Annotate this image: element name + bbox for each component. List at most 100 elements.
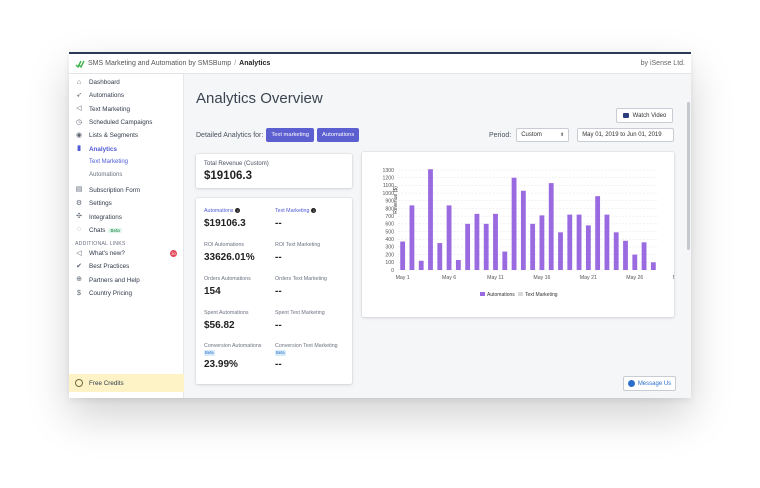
stat-roi-text-marketing: ROI Text Marketing -- bbox=[275, 242, 347, 263]
period-select[interactable]: Custom ⬍ bbox=[516, 128, 570, 142]
x-tick-label: May 16 bbox=[533, 275, 550, 281]
y-tick-label: 900 bbox=[385, 199, 394, 205]
date-range-input[interactable]: May 01, 2019 to Jun 01, 2019 bbox=[577, 128, 675, 142]
text-marketing-link[interactable]: Text Marketing i bbox=[275, 208, 347, 215]
detailed-analytics-label: Detailed Analytics for: bbox=[196, 131, 264, 139]
sidebar-item-label: Automations bbox=[89, 92, 125, 100]
legend-label-automations: Automations bbox=[487, 292, 515, 298]
bar-automations bbox=[511, 177, 517, 270]
sidebar-item-country-pricing[interactable]: $ Country Pricing bbox=[69, 287, 183, 300]
sidebar-item-label: Analytics bbox=[89, 145, 117, 153]
watch-video-button[interactable]: Watch Video bbox=[616, 108, 673, 123]
info-icon[interactable]: i bbox=[311, 208, 317, 214]
bar-automations bbox=[641, 242, 647, 270]
bar-automations bbox=[623, 240, 628, 270]
sidebar-item-integrations[interactable]: ✣ Integrations bbox=[69, 210, 183, 223]
sidebar-item-text-marketing[interactable]: ◁ Text Marketing bbox=[69, 103, 183, 116]
bar-automations bbox=[474, 213, 480, 270]
bar-automations bbox=[530, 223, 536, 270]
total-revenue-card: Total Revenue (Custom) $19106.3 bbox=[196, 154, 352, 188]
period-label: Period: bbox=[489, 131, 512, 139]
bar-automations bbox=[455, 260, 461, 270]
free-credits-button[interactable]: Free Credits bbox=[69, 374, 184, 392]
free-credits-label: Free Credits bbox=[89, 379, 124, 387]
sidebar-item-label: Settings bbox=[89, 200, 112, 208]
y-tick-label: 0 bbox=[391, 268, 394, 274]
roi-text-value: -- bbox=[275, 251, 282, 263]
orders-automations-label: Orders Automations bbox=[204, 276, 251, 282]
sidebar-item-analytics[interactable]: ▮ Analytics bbox=[69, 142, 183, 155]
scrollbar[interactable] bbox=[686, 102, 691, 252]
smsbump-logo-icon bbox=[75, 60, 85, 68]
message-us-button[interactable]: Message Us bbox=[623, 376, 676, 391]
automations-value: $19106.3 bbox=[204, 217, 246, 229]
vendor-label: by iSense Ltd. bbox=[640, 60, 685, 67]
automations-link-label: Automations bbox=[204, 208, 234, 214]
automations-analytics-button[interactable]: Automations bbox=[317, 128, 360, 142]
home-icon: ⌂ bbox=[76, 78, 82, 86]
sidebar-item-best-practices[interactable]: ✔ Best Practices bbox=[69, 260, 183, 273]
y-axis-label: Revenue ($) bbox=[393, 186, 399, 214]
sidebar-item-chats[interactable]: ◌ Chats Beta bbox=[69, 224, 183, 237]
sidebar-item-label: Lists & Segments bbox=[89, 132, 138, 140]
bar-automations bbox=[632, 254, 638, 270]
sidebar-item-label: Scheduled Campaigns bbox=[89, 119, 153, 127]
sidebar-subitem-text-marketing[interactable]: Text Marketing bbox=[89, 159, 129, 166]
period-row: Period: Custom ⬍ May 01, 2019 to Jun 01,… bbox=[489, 128, 675, 142]
bar-automations bbox=[558, 232, 563, 270]
y-tick-label: 800 bbox=[385, 206, 394, 212]
app-name-breadcrumb[interactable]: SMS Marketing and Automation by SMSBump bbox=[88, 60, 232, 67]
beta-tag: Beta bbox=[204, 349, 215, 356]
x-tick-label: May 11 bbox=[487, 275, 504, 281]
detailed-analytics-row: Detailed Analytics for: Text marketing A… bbox=[196, 128, 360, 142]
y-tick-label: 1100 bbox=[383, 183, 394, 189]
y-tick-label: 1200 bbox=[382, 175, 394, 181]
scrollbar-thumb[interactable] bbox=[687, 102, 690, 250]
y-tick-label: 300 bbox=[385, 245, 394, 251]
sidebar-item-whats-new[interactable]: ◁ What's new? 30 bbox=[69, 247, 183, 260]
y-tick-label: 500 bbox=[385, 229, 394, 235]
bar-automations bbox=[428, 169, 433, 270]
orders-automations-value: 154 bbox=[204, 285, 221, 297]
messenger-icon bbox=[627, 380, 635, 387]
bar-automations bbox=[585, 225, 591, 270]
stats-card: Automations i $19106.3 Text Marketing i --… bbox=[196, 198, 352, 384]
select-arrows-icon: ⬍ bbox=[559, 132, 565, 138]
sidebar-item-settings[interactable]: ⚙ Settings bbox=[69, 197, 183, 210]
sidebar: ⌂ Dashboard ➶ Automations ◁ Text Marketi… bbox=[69, 74, 184, 398]
form-icon: ▤ bbox=[75, 186, 83, 194]
bar-automations bbox=[548, 183, 554, 270]
smiley-icon bbox=[75, 379, 83, 387]
spent-automations-label: Spent Automations bbox=[204, 310, 249, 316]
legend-label-text-marketing: Text Marketing bbox=[525, 292, 558, 298]
sidebar-item-subscription-form[interactable]: ▤ Subscription Form bbox=[69, 184, 183, 197]
info-icon[interactable]: i bbox=[235, 208, 241, 214]
watch-video-label: Watch Video bbox=[632, 112, 667, 119]
sidebar-item-dashboard[interactable]: ⌂ Dashboard bbox=[69, 76, 183, 89]
sidebar-item-lists-segments[interactable]: ◉ Lists & Segments bbox=[69, 129, 183, 142]
bar-automations bbox=[400, 241, 406, 270]
stat-roi-automations: ROI Automations 33626.01% bbox=[204, 242, 276, 263]
breadcrumb-separator: / bbox=[234, 60, 237, 67]
spent-automations-value: $56.82 bbox=[204, 319, 235, 331]
conversion-text-label: Conversion Text Marketing bbox=[275, 343, 338, 349]
sidebar-item-label: Partners and Help bbox=[89, 276, 140, 284]
stat-spent-text-marketing: Spent Text Marketing -- bbox=[275, 310, 347, 331]
sidebar-subitem-automations[interactable]: Automations bbox=[89, 171, 123, 178]
bar-chart-icon: ▮ bbox=[77, 145, 81, 153]
sidebar-item-automations[interactable]: ➶ Automations bbox=[69, 89, 183, 102]
stat-orders-automations: Orders Automations 154 bbox=[204, 276, 276, 297]
bar-automations bbox=[576, 214, 582, 270]
video-camera-icon bbox=[622, 113, 629, 118]
text-marketing-analytics-button[interactable]: Text marketing bbox=[266, 128, 315, 142]
chat-icon: ◌ bbox=[76, 226, 82, 234]
automations-link[interactable]: Automations i bbox=[204, 208, 276, 215]
legend-swatch-automations bbox=[480, 292, 485, 296]
sidebar-item-label: Country Pricing bbox=[89, 290, 133, 297]
sidebar-item-partners-help[interactable]: ⊕ Partners and Help bbox=[69, 274, 183, 287]
stat-conversion-text-marketing: Conversion Text Marketing Beta -- bbox=[275, 343, 347, 370]
notification-count-badge: 30 bbox=[170, 250, 177, 258]
sidebar-item-label: What's new? bbox=[89, 250, 125, 258]
bar-automations bbox=[595, 196, 601, 270]
sidebar-item-scheduled-campaigns[interactable]: ◷ Scheduled Campaigns bbox=[69, 116, 183, 129]
